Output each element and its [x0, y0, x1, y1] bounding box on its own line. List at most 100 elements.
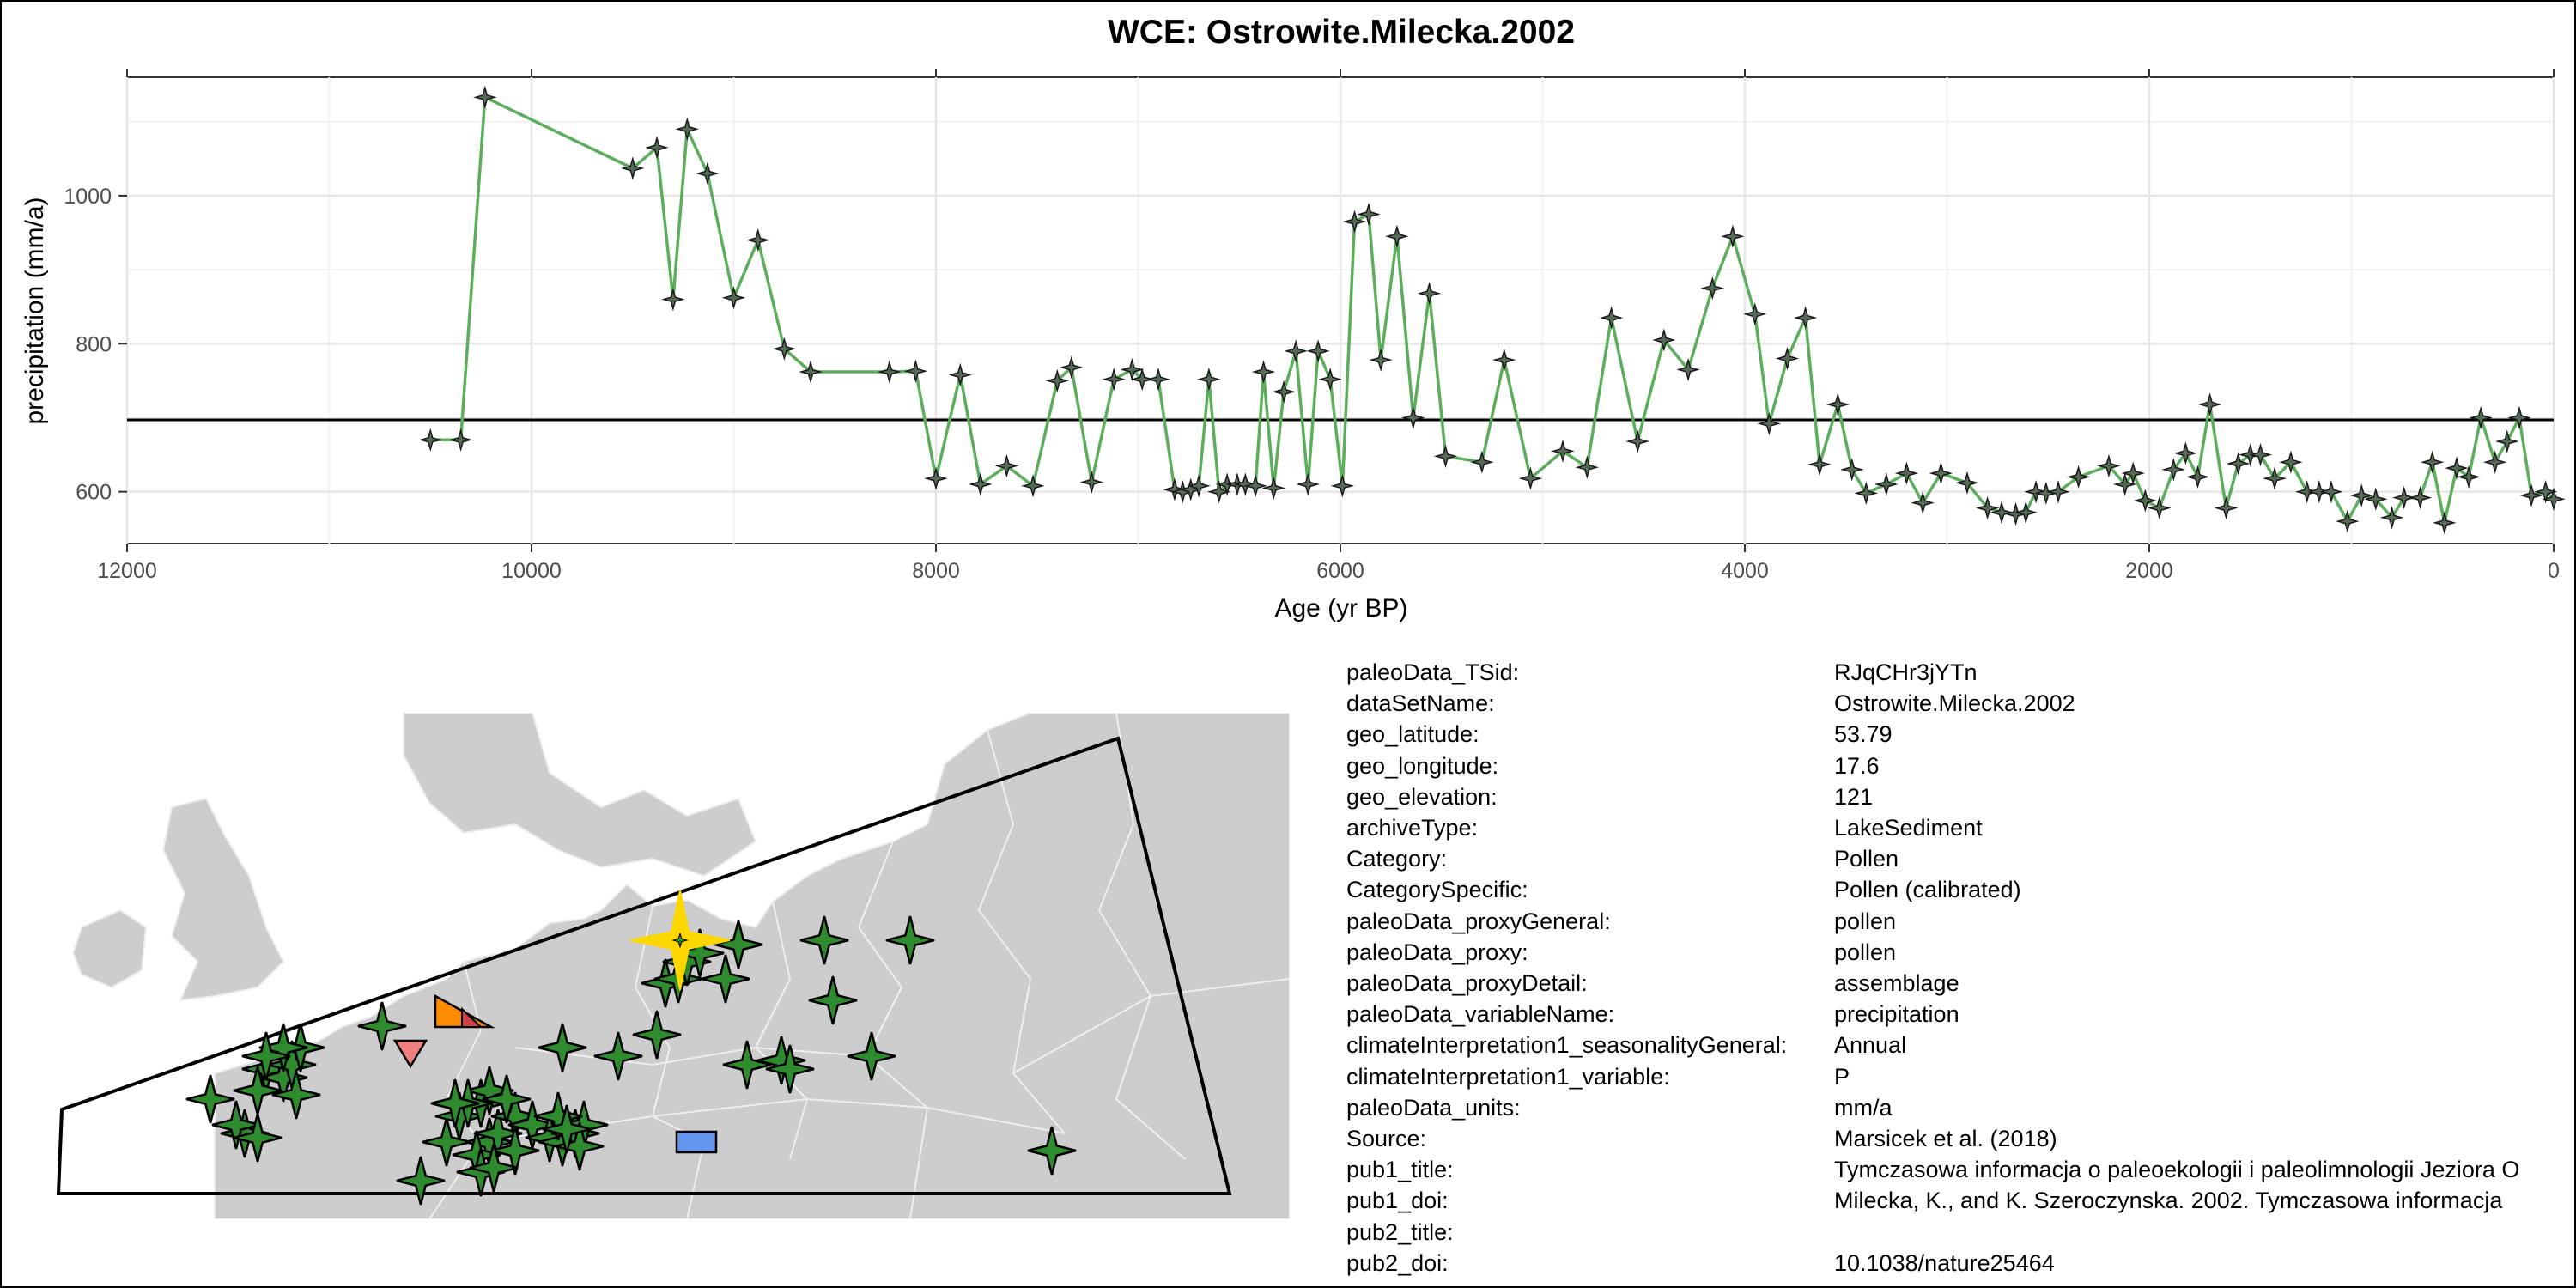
data-point [2495, 429, 2519, 453]
data-point [1251, 360, 1276, 384]
data-point [2408, 485, 2433, 510]
series-line [430, 94, 2555, 525]
data-point [721, 286, 746, 310]
data-point [1187, 474, 1211, 498]
data-point [1492, 348, 1516, 372]
data-point [1854, 481, 1878, 506]
data-point [1652, 328, 1676, 352]
metadata-value: Annual [1834, 1032, 1907, 1059]
data-point [2185, 465, 2210, 489]
data-point [2197, 392, 2222, 416]
metadata-key: paleoData_TSid: [1346, 659, 1520, 685]
site-marker [422, 1117, 471, 1167]
metadata-value: assemblage [1834, 970, 1959, 996]
site-marker [211, 1100, 261, 1150]
data-point [2349, 483, 2373, 507]
data-point [2433, 511, 2457, 535]
metadata-key: Source: [1346, 1126, 1427, 1151]
data-point [1401, 405, 1425, 430]
data-point [2391, 485, 2416, 510]
data-point [645, 136, 669, 160]
data-point [2161, 458, 2185, 482]
data-point [1060, 355, 1084, 380]
data-point [2248, 442, 2273, 467]
metadata-value: Marsicek et al. (2018) [1834, 1126, 2057, 1151]
site-marker [490, 1126, 540, 1176]
data-point [2469, 405, 2493, 430]
data-point [1330, 474, 1355, 498]
metadata-key: pub2_title: [1346, 1218, 1454, 1245]
x-tick-label: 2000 [2125, 559, 2173, 583]
metadata-value: Pollen [1834, 846, 1899, 872]
data-point [1102, 367, 1126, 392]
metadata-key: paleoData_units: [1346, 1094, 1521, 1121]
data-point [1417, 282, 1442, 306]
site-marker [593, 1031, 643, 1081]
data-point [2066, 465, 2091, 489]
metadata-key: geo_latitude: [1346, 721, 1479, 748]
data-point [2133, 489, 2157, 513]
data-point [2279, 450, 2303, 474]
data-point [924, 466, 948, 490]
data-point [418, 428, 443, 453]
data-point [1721, 224, 1745, 249]
x-tick-label: 6000 [1316, 559, 1364, 583]
data-point [2263, 466, 2287, 490]
data-point [1470, 450, 1494, 474]
land-britain [161, 797, 285, 1002]
metadata-key: climateInterpretation1_variable: [1346, 1063, 1670, 1090]
y-tick-label: 1000 [64, 185, 112, 209]
data-point [2148, 495, 2172, 520]
data-point [2097, 453, 2121, 478]
data-point [1206, 480, 1231, 504]
site-marker [847, 1031, 896, 1081]
data-point [621, 156, 645, 180]
data-point [1929, 461, 1953, 485]
data-point [1757, 411, 1782, 436]
metadata-key: CategorySpecific: [1346, 877, 1528, 903]
site-marker [808, 975, 858, 1025]
site-marker-pink [392, 1039, 428, 1069]
data-point [696, 161, 720, 185]
data-point [1676, 357, 1700, 382]
data-point [473, 85, 497, 110]
data-point [1021, 474, 1045, 498]
data-point [1793, 306, 1818, 330]
land-ireland [71, 908, 148, 989]
metadata-value: pollen [1834, 939, 1897, 965]
metadata-key: paleoData_proxyDetail: [1346, 970, 1588, 996]
data-point [1261, 476, 1286, 501]
data-point [2483, 450, 2507, 474]
data-point [661, 287, 685, 312]
grid-lines [125, 77, 2555, 544]
metadata-value: Milecka, K., and K. Szeroczynska. 2002. … [1834, 1188, 2503, 1214]
data-point [2014, 501, 2038, 525]
data-point [772, 337, 797, 361]
metadata-value: 121 [1834, 783, 1874, 810]
metadata-key: geo_longitude: [1346, 752, 1499, 779]
site-marker [185, 1074, 235, 1124]
site-marker [430, 1078, 480, 1128]
site-marker [465, 1066, 514, 1115]
data-point [2046, 479, 2070, 504]
data-point [2121, 461, 2145, 485]
data-points [418, 85, 2566, 535]
data-point [2173, 441, 2198, 465]
data-point [1874, 472, 1899, 496]
x-tick-label: 12000 [97, 559, 157, 583]
data-point [1775, 346, 1800, 371]
data-point [448, 428, 473, 453]
data-point [2379, 506, 2404, 530]
data-point [1743, 302, 1767, 326]
data-point [1318, 367, 1342, 392]
metadata-key: paleoData_variableName: [1346, 1001, 1615, 1028]
metadata-value: P [1834, 1063, 1850, 1090]
site-marker [241, 1031, 291, 1081]
site-marker [233, 1113, 283, 1163]
site-marker [357, 1001, 407, 1051]
site-marker [233, 1066, 283, 1115]
data-point [1045, 368, 1069, 393]
site-marker [799, 915, 849, 965]
data-point [2294, 480, 2319, 504]
